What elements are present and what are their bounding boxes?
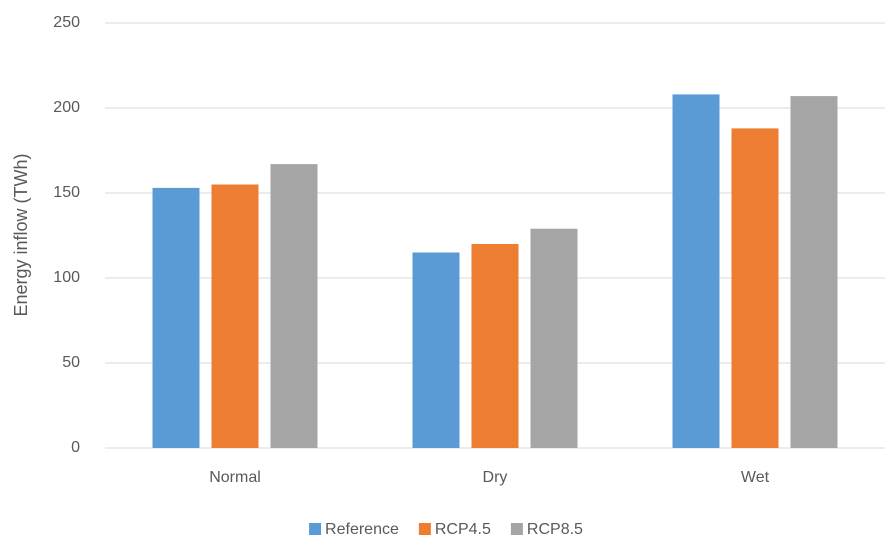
legend-swatch xyxy=(510,523,523,535)
x-tick-label: Normal xyxy=(209,469,261,486)
y-tick-label: 200 xyxy=(53,99,80,116)
bar xyxy=(412,252,460,448)
bar xyxy=(672,94,720,449)
legend-label: RCP4.5 xyxy=(435,521,491,538)
y-tick-label: 50 xyxy=(62,354,80,371)
legend-label: RCP8.5 xyxy=(527,521,583,538)
y-tick-label: 150 xyxy=(53,184,80,201)
legend-swatch xyxy=(309,523,322,535)
bar xyxy=(790,96,838,448)
bar xyxy=(530,228,578,448)
bar xyxy=(211,184,259,448)
legend-label: Reference xyxy=(325,521,399,538)
legend-swatch xyxy=(418,523,431,535)
y-tick-label: 250 xyxy=(53,14,80,31)
bar xyxy=(270,164,318,448)
x-tick-label: Wet xyxy=(741,469,770,486)
y-axis-label: Energy inflow (TWh) xyxy=(11,153,31,316)
bar xyxy=(471,244,519,448)
y-tick-label: 100 xyxy=(53,269,80,286)
bar xyxy=(152,187,200,448)
x-tick-label: Dry xyxy=(483,469,508,486)
bar xyxy=(731,128,779,448)
y-tick-label: 0 xyxy=(71,439,80,456)
